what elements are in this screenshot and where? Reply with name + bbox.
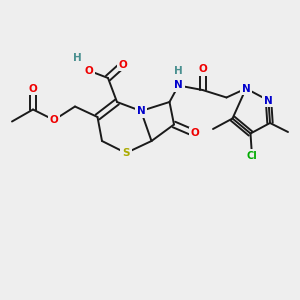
- Text: O: O: [118, 59, 127, 70]
- Text: H: H: [174, 65, 183, 76]
- Text: O: O: [198, 64, 207, 74]
- Text: O: O: [50, 115, 58, 125]
- Text: N: N: [136, 106, 146, 116]
- Text: Cl: Cl: [247, 151, 257, 161]
- Text: O: O: [28, 83, 38, 94]
- Text: O: O: [190, 128, 200, 139]
- Text: S: S: [122, 148, 130, 158]
- Text: N: N: [174, 80, 183, 91]
- Text: N: N: [264, 95, 273, 106]
- Text: H: H: [73, 53, 82, 63]
- Text: N: N: [242, 83, 250, 94]
- Text: O: O: [84, 65, 93, 76]
